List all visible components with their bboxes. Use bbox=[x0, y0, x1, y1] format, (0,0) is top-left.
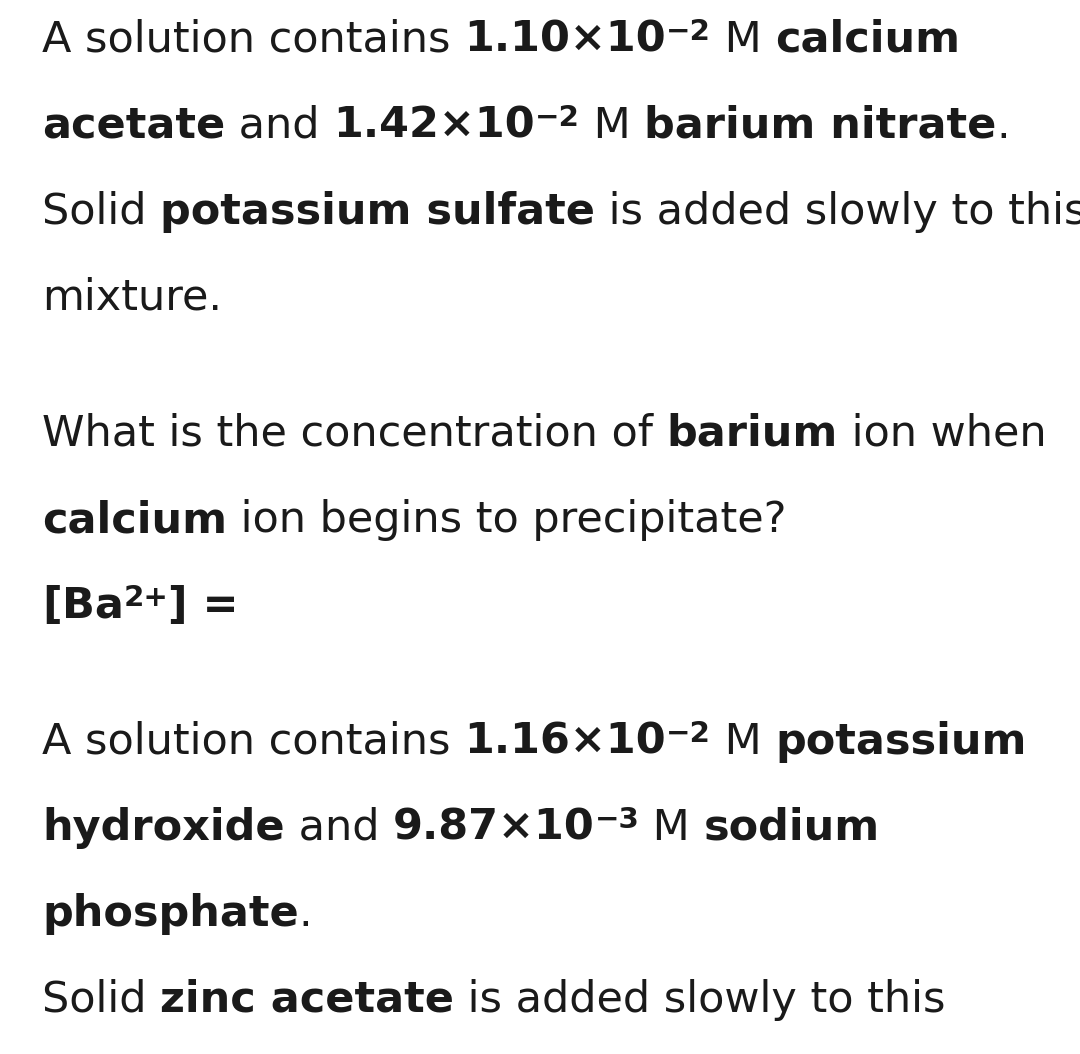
Text: ] =: ] = bbox=[168, 585, 239, 627]
Text: Ba: Ba bbox=[62, 585, 123, 627]
Text: ion when: ion when bbox=[838, 413, 1047, 455]
Text: and: and bbox=[226, 105, 334, 147]
Text: Solid: Solid bbox=[42, 979, 160, 1021]
Text: Solid: Solid bbox=[42, 191, 160, 233]
Text: barium nitrate: barium nitrate bbox=[645, 105, 997, 147]
Text: acetate: acetate bbox=[42, 105, 226, 147]
Text: M: M bbox=[711, 721, 775, 763]
Text: −3: −3 bbox=[594, 806, 639, 835]
Text: A solution contains: A solution contains bbox=[42, 19, 464, 61]
Text: −2: −2 bbox=[665, 18, 711, 46]
Text: zinc acetate: zinc acetate bbox=[160, 979, 454, 1021]
Text: −2: −2 bbox=[665, 720, 711, 748]
Text: hydroxide: hydroxide bbox=[42, 807, 285, 850]
Text: potassium: potassium bbox=[775, 721, 1026, 763]
Text: .: . bbox=[299, 893, 312, 935]
Text: calcium: calcium bbox=[42, 499, 227, 541]
Text: A solution contains: A solution contains bbox=[42, 721, 464, 763]
Text: ion begins to precipitate?: ion begins to precipitate? bbox=[227, 499, 786, 541]
Text: M: M bbox=[639, 807, 704, 850]
Text: is added slowly to this: is added slowly to this bbox=[595, 191, 1080, 233]
Text: and: and bbox=[285, 807, 393, 850]
Text: .: . bbox=[997, 105, 1010, 147]
Text: M: M bbox=[711, 19, 775, 61]
Text: 1.16×10: 1.16×10 bbox=[464, 721, 665, 763]
Text: mixture.: mixture. bbox=[42, 277, 222, 319]
Text: 9.87×10: 9.87×10 bbox=[393, 807, 594, 850]
Text: 1.42×10: 1.42×10 bbox=[334, 105, 535, 147]
Text: calcium: calcium bbox=[775, 19, 960, 61]
Text: barium: barium bbox=[666, 413, 838, 455]
Text: M: M bbox=[580, 105, 645, 147]
Text: sodium: sodium bbox=[704, 807, 880, 850]
Text: What is the concentration of: What is the concentration of bbox=[42, 413, 666, 455]
Text: 2+: 2+ bbox=[123, 584, 168, 612]
Text: is added slowly to this: is added slowly to this bbox=[454, 979, 946, 1021]
Text: phosphate: phosphate bbox=[42, 893, 299, 935]
Text: [: [ bbox=[42, 585, 62, 627]
Text: −2: −2 bbox=[535, 104, 580, 133]
Text: 1.10×10: 1.10×10 bbox=[464, 19, 665, 61]
Text: potassium sulfate: potassium sulfate bbox=[160, 191, 595, 233]
